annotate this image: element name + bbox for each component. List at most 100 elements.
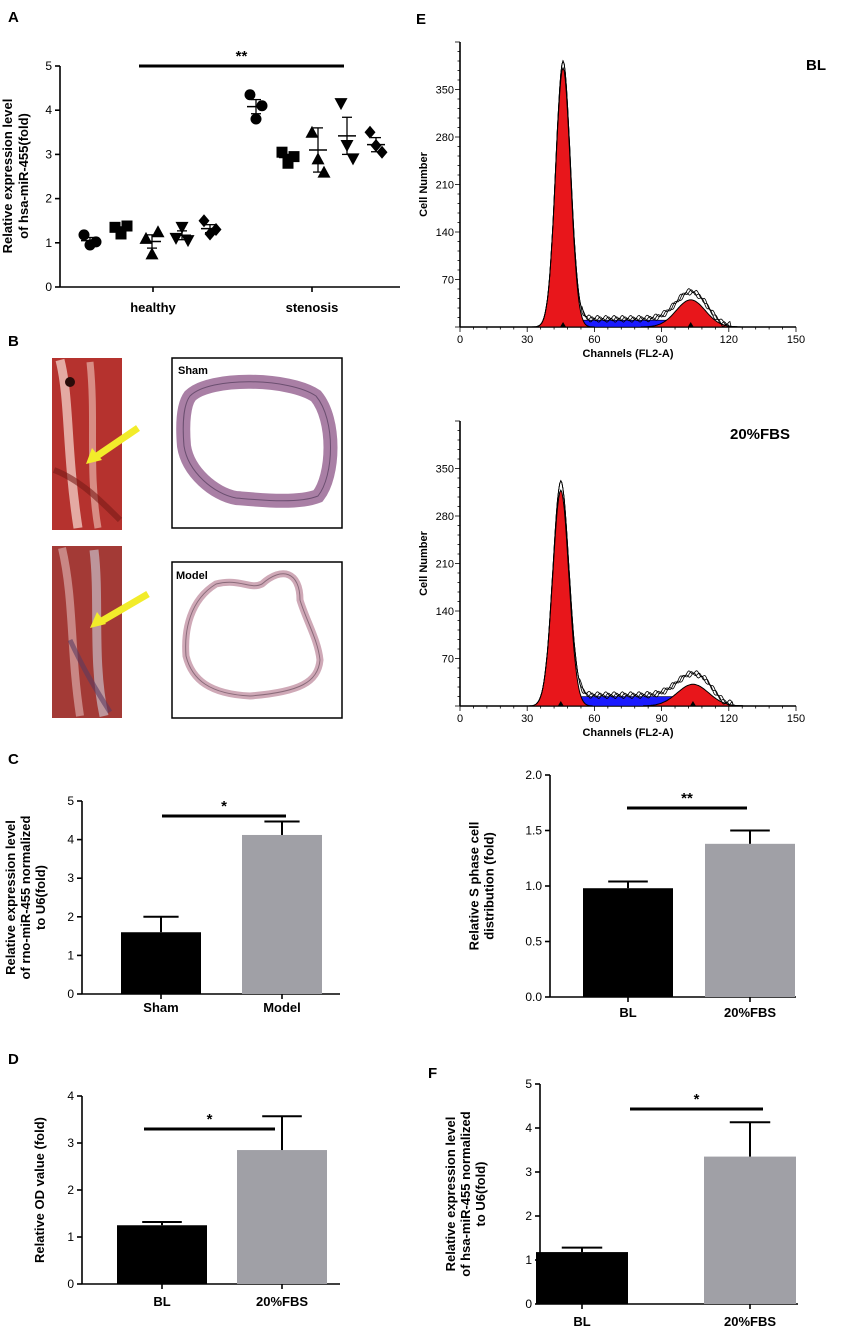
- data-point-square: [282, 157, 294, 169]
- x-tick-label: 150: [787, 713, 805, 725]
- x-tick-label: 0: [457, 713, 463, 725]
- significance-label: **: [681, 790, 693, 807]
- y-axis-label: Cell Number: [418, 151, 430, 217]
- y-tick-label: 210: [436, 559, 454, 571]
- g1-peak-area: [531, 66, 595, 328]
- y-tick-label: 0: [45, 280, 52, 294]
- data-point-triangle: [317, 165, 331, 178]
- x-tick-label: 60: [588, 713, 600, 725]
- y-tick-label: 0: [67, 1277, 74, 1291]
- y-tick-label: 5: [67, 794, 74, 808]
- y-tick-label: 4: [525, 1121, 532, 1135]
- x-category-label: BL: [153, 1294, 170, 1309]
- x-tick-label: 30: [521, 334, 533, 346]
- y-tick-label: 350: [436, 85, 454, 97]
- significance-label: *: [221, 798, 227, 815]
- y-tick-label: 3: [67, 871, 74, 885]
- y-tick-label: 1.5: [525, 824, 542, 838]
- sham-histology-image: Sham: [171, 357, 343, 529]
- y-tick-label: 0: [67, 987, 74, 1001]
- y-axis-label: of rno-miR-455 normalized: [18, 815, 33, 979]
- data-point-triangle-down: [181, 235, 195, 248]
- y-tick-label: 140: [436, 227, 454, 239]
- data-point-diamond: [376, 145, 388, 159]
- panel-letter-f: F: [428, 1065, 437, 1082]
- data-point-circle: [256, 100, 268, 112]
- bar-model: [242, 834, 322, 994]
- g1-peak-area: [528, 489, 593, 707]
- panel-b-images: Sham Model: [52, 357, 343, 719]
- bar-sham: [121, 932, 201, 994]
- data-point-triangle-down: [334, 98, 348, 111]
- y-axis-label: Cell Number: [418, 530, 430, 596]
- data-point-circle: [90, 236, 102, 248]
- y-tick-label: 1: [525, 1253, 532, 1267]
- y-axis-label: of hsa-miR-455(fold): [16, 113, 31, 239]
- y-tick-label: 5: [525, 1077, 532, 1091]
- y-tick-label: 1: [45, 236, 52, 250]
- y-tick-label: 2: [45, 192, 52, 206]
- y-axis-label: Relative expression level: [3, 820, 18, 975]
- histogram-trace: [536, 59, 747, 328]
- data-point-square: [115, 228, 127, 240]
- panel-letter-c: C: [8, 751, 19, 768]
- x-tick-label: 30: [521, 713, 533, 725]
- data-point-circle: [250, 113, 262, 125]
- x-tick-label: 0: [457, 334, 463, 346]
- bar-chart-d: 0 1 2 3 4 BL 20%FBS * Relative OD value (fold): [32, 1089, 340, 1309]
- y-tick-label: 4: [45, 103, 52, 117]
- y-tick-label: 2: [525, 1209, 532, 1223]
- bar-chart-c-right: 0.0 0.5 1.0 1.5 2.0 BL 20%FBS ** Relative S phas…: [467, 768, 796, 1020]
- x-tick-label: 90: [655, 334, 667, 346]
- flow-histogram-e-bottom: 70 140 210 280 350 0 30 60 90 120 150 Channels (FL2…: [418, 420, 805, 739]
- x-category-label: 20%FBS: [724, 1314, 776, 1329]
- y-axis-label: of hsa-miR-455 normalized: [458, 1111, 473, 1276]
- sham-surgery-photo: [52, 358, 140, 530]
- x-tick-label: 120: [720, 334, 738, 346]
- x-category-label: Sham: [143, 1000, 178, 1015]
- y-tick-label: 2: [67, 910, 74, 924]
- sham-image-label: Sham: [178, 365, 208, 377]
- model-histology-image: Model: [171, 561, 343, 719]
- condition-label: 20%FBS: [730, 426, 790, 443]
- y-axis-label: to U6(fold): [473, 1162, 488, 1227]
- data-point-circle: [78, 229, 90, 241]
- x-category-label: BL: [619, 1005, 636, 1020]
- data-point-triangle-down: [346, 153, 360, 166]
- y-axis-label: Relative S phase cell: [467, 822, 482, 951]
- panel-letter-d: D: [8, 1051, 19, 1068]
- bar-chart-f: 0 1 2 3 4 5 BL 20%FBS * Relative expression level…: [443, 1077, 798, 1329]
- y-tick-label: 70: [442, 275, 454, 287]
- data-point-triangle: [145, 247, 159, 260]
- peak-marker: [557, 701, 564, 706]
- bar-bl: [583, 888, 673, 997]
- bar-20fbs: [705, 843, 795, 997]
- bar-20fbs: [704, 1156, 796, 1304]
- peak-marker: [689, 701, 696, 706]
- scatter-chart-a: 0 1 2 3 4 5 healthy stenosis ** Relative expressi…: [0, 48, 400, 315]
- y-tick-label: 350: [436, 464, 454, 476]
- significance-label: **: [236, 48, 248, 65]
- x-axis-label: Channels (FL2-A): [582, 348, 673, 360]
- y-tick-label: 4: [67, 1089, 74, 1103]
- y-axis-label: distribution (fold): [482, 832, 497, 940]
- y-tick-label: 5: [45, 59, 52, 73]
- y-tick-label: 0: [525, 1297, 532, 1311]
- y-tick-label: 3: [525, 1165, 532, 1179]
- y-tick-label: 140: [436, 606, 454, 618]
- y-tick-label: 2.0: [525, 768, 542, 782]
- y-tick-label: 3: [45, 147, 52, 161]
- x-category-label: BL: [573, 1314, 590, 1329]
- y-axis-label: Relative expression level: [0, 99, 15, 254]
- y-tick-label: 70: [442, 654, 454, 666]
- y-tick-label: 1: [67, 948, 74, 962]
- data-point-diamond: [198, 214, 210, 228]
- y-tick-label: 3: [67, 1136, 74, 1150]
- y-tick-label: 1: [67, 1230, 74, 1244]
- y-axis-label: Relative expression level: [443, 1117, 458, 1272]
- y-tick-label: 210: [436, 180, 454, 192]
- data-point-square: [121, 220, 133, 232]
- y-tick-label: 280: [436, 511, 454, 523]
- data-point-triangle: [305, 125, 319, 138]
